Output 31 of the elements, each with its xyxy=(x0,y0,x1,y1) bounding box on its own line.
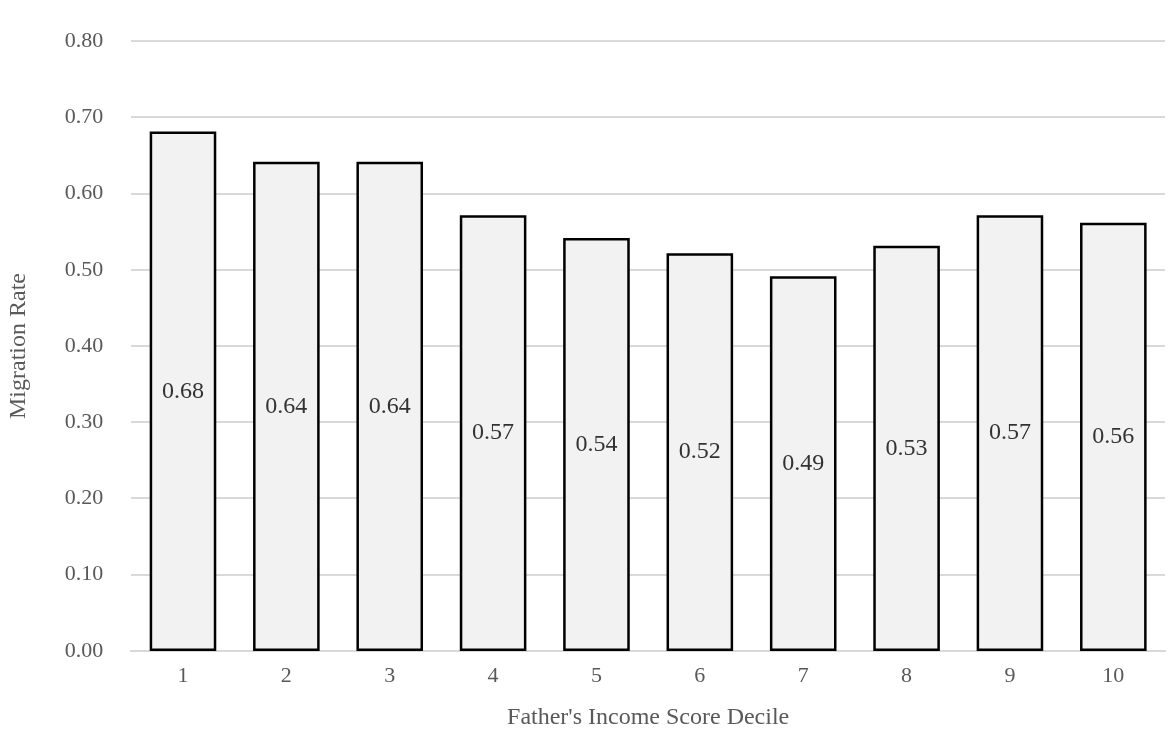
x-tick-label: 8 xyxy=(901,661,913,687)
y-tick-label: 0.00 xyxy=(64,636,104,662)
data-label: 0.49 xyxy=(782,448,825,475)
x-tick-label: 3 xyxy=(384,661,396,687)
data-label: 0.52 xyxy=(678,437,721,464)
y-tick-label: 0.60 xyxy=(64,179,104,205)
data-label: 0.57 xyxy=(988,418,1031,445)
data-label: 0.64 xyxy=(265,391,308,418)
data-label: 0.57 xyxy=(472,418,515,445)
y-tick-label: 0.40 xyxy=(64,331,104,357)
x-axis-title: Father's Income Score Decile xyxy=(507,702,790,729)
x-tick-label: 4 xyxy=(487,661,499,687)
x-tick-label: 7 xyxy=(797,661,809,687)
y-tick-label: 0.70 xyxy=(64,103,104,129)
y-tick-label: 0.20 xyxy=(64,484,104,510)
data-label: 0.68 xyxy=(161,376,204,403)
x-tick-label: 2 xyxy=(280,661,292,687)
data-label: 0.54 xyxy=(575,429,618,456)
data-label: 0.64 xyxy=(368,391,411,418)
x-tick-label: 6 xyxy=(694,661,706,687)
x-tick-label: 9 xyxy=(1004,661,1016,687)
data-label: 0.56 xyxy=(1092,422,1135,449)
data-label: 0.53 xyxy=(885,433,928,460)
y-tick-label: 0.10 xyxy=(64,560,104,586)
x-tick-label: 10 xyxy=(1102,661,1125,687)
y-tick-label: 0.80 xyxy=(64,26,104,52)
y-tick-label: 0.30 xyxy=(64,407,104,433)
x-tick-label: 1 xyxy=(177,661,189,687)
y-tick-label: 0.50 xyxy=(64,255,104,281)
x-tick-label: 5 xyxy=(590,661,602,687)
y-axis-title: Migration Rate xyxy=(3,273,30,419)
